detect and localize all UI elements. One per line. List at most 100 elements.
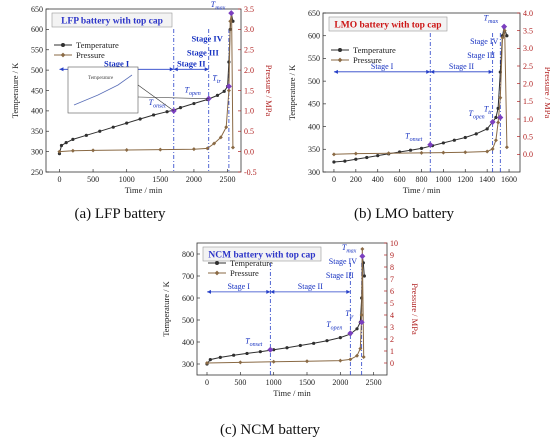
marker-point <box>497 114 504 121</box>
legend-temperature-marker <box>61 43 65 47</box>
chart-title: NCM battery with top cap <box>208 251 315 261</box>
temperature-point <box>59 143 64 148</box>
marker-point <box>225 83 232 90</box>
stage-label: Stage III <box>326 271 354 280</box>
x-tick-label: 1000 <box>266 378 282 387</box>
stage-label: Stage III <box>187 47 220 57</box>
y-tick-label: 450 <box>31 86 43 95</box>
stage-label: Stage I <box>371 62 394 71</box>
temperature-point <box>178 106 183 110</box>
inset-pointer <box>137 96 209 99</box>
y-tick-label: 300 <box>308 168 320 177</box>
x-tick-label: 2000 <box>186 175 202 184</box>
pressure-line <box>59 13 234 153</box>
temperature-point <box>408 148 413 152</box>
temperature-point <box>463 135 467 140</box>
pressure-point <box>358 346 363 351</box>
pressure-point <box>485 149 490 154</box>
temperature-point <box>215 93 220 97</box>
marker-label: Ttr <box>484 104 493 116</box>
temperature-point <box>485 127 489 131</box>
temperature-point <box>325 339 329 343</box>
x-axis-label: Time / min <box>403 185 441 195</box>
y2-tick-label: 0.5 <box>523 132 533 141</box>
legend-pressure-marker <box>214 270 220 276</box>
legend-temperature-label: Temperature <box>353 45 396 55</box>
pressure-point <box>230 145 235 150</box>
x-tick-label: 2500 <box>366 378 382 387</box>
y-tick-label: 800 <box>182 250 194 259</box>
y-tick-label: 700 <box>182 272 194 281</box>
figure-caption: (b) LMO battery <box>354 206 454 222</box>
legend-temperature-label: Temperature <box>230 258 273 268</box>
y2-tick-label: 2.0 <box>244 66 254 75</box>
pressure-point <box>463 150 468 155</box>
x-tick-label: 1500 <box>299 378 315 387</box>
x-tick-label: 800 <box>416 175 428 184</box>
temperature-point <box>285 346 289 350</box>
temperature-line <box>333 25 508 163</box>
stage-label: Stage II <box>298 282 323 291</box>
chart-title: LFP battery with top cap <box>61 17 163 27</box>
temperature-point <box>111 125 115 129</box>
legend-pressure-marker <box>337 57 343 63</box>
x-tick-label: 200 <box>350 175 362 184</box>
x-tick-label: 2000 <box>332 378 348 387</box>
stage-label: Stage I <box>104 58 130 68</box>
temperature-point <box>354 157 358 161</box>
y-axis-label: Temperature / K <box>287 64 297 120</box>
pressure-point <box>355 353 359 358</box>
pressure-point <box>386 151 391 156</box>
pressure-point <box>419 150 424 155</box>
pressure-point <box>504 145 509 150</box>
figure-caption: (a) LFP battery <box>74 206 166 222</box>
marker-label: Topen <box>469 109 485 121</box>
y2-tick-label: 6 <box>390 287 394 296</box>
pressure-point <box>360 247 365 251</box>
pressure-point <box>57 149 62 154</box>
temperature-point <box>338 336 342 340</box>
pressure-point <box>500 35 505 40</box>
x-tick-label: 0 <box>332 175 336 184</box>
inset-frame <box>67 66 139 114</box>
inset-pointer <box>137 84 174 112</box>
chart-title-box <box>328 16 448 32</box>
y2-tick-label: 4.0 <box>523 9 533 18</box>
marker-point <box>489 119 496 126</box>
inset-label: Temperature <box>88 76 114 81</box>
y-tick-label: 500 <box>31 66 43 75</box>
marker-point <box>267 346 274 353</box>
temperature-point <box>208 358 212 362</box>
stage-label: Stage I <box>227 282 250 291</box>
y2-tick-label: 1 <box>390 347 394 356</box>
y-tick-label: 650 <box>31 5 43 14</box>
x-tick-label: 400 <box>372 175 384 184</box>
temperature-point <box>365 155 369 160</box>
y2-tick-label: 1.5 <box>244 86 254 95</box>
y-tick-label: 400 <box>182 338 194 347</box>
y2-tick-label: 3.0 <box>244 25 254 34</box>
legend-pressure-label: Pressure <box>76 50 105 60</box>
x-tick-label: 1200 <box>457 175 473 184</box>
marker-point <box>427 141 434 148</box>
marker-point <box>228 10 235 17</box>
stage-label: Stage II <box>177 58 206 68</box>
marker-label: Tonset <box>245 337 262 349</box>
temperature-point <box>474 132 478 136</box>
y-tick-label: 400 <box>308 122 320 131</box>
pressure-point <box>205 146 210 151</box>
temperature-point <box>151 113 156 117</box>
temperature-point <box>227 60 231 64</box>
y2-tick-label: 1.0 <box>523 115 533 124</box>
y2-tick-label: 10 <box>390 239 398 248</box>
temperature-point <box>84 133 88 137</box>
marker-label: Ttr <box>345 309 354 321</box>
legend-pressure-label: Pressure <box>230 268 259 278</box>
marker-label: Topen <box>326 320 342 332</box>
pressure-point <box>70 148 75 153</box>
y2-axis-label: Pressure / MPa <box>410 283 420 335</box>
y2-tick-label: 5 <box>390 299 394 308</box>
plot-frame <box>196 242 388 376</box>
temperature-point <box>272 348 276 352</box>
x-tick-label: 600 <box>394 175 406 184</box>
